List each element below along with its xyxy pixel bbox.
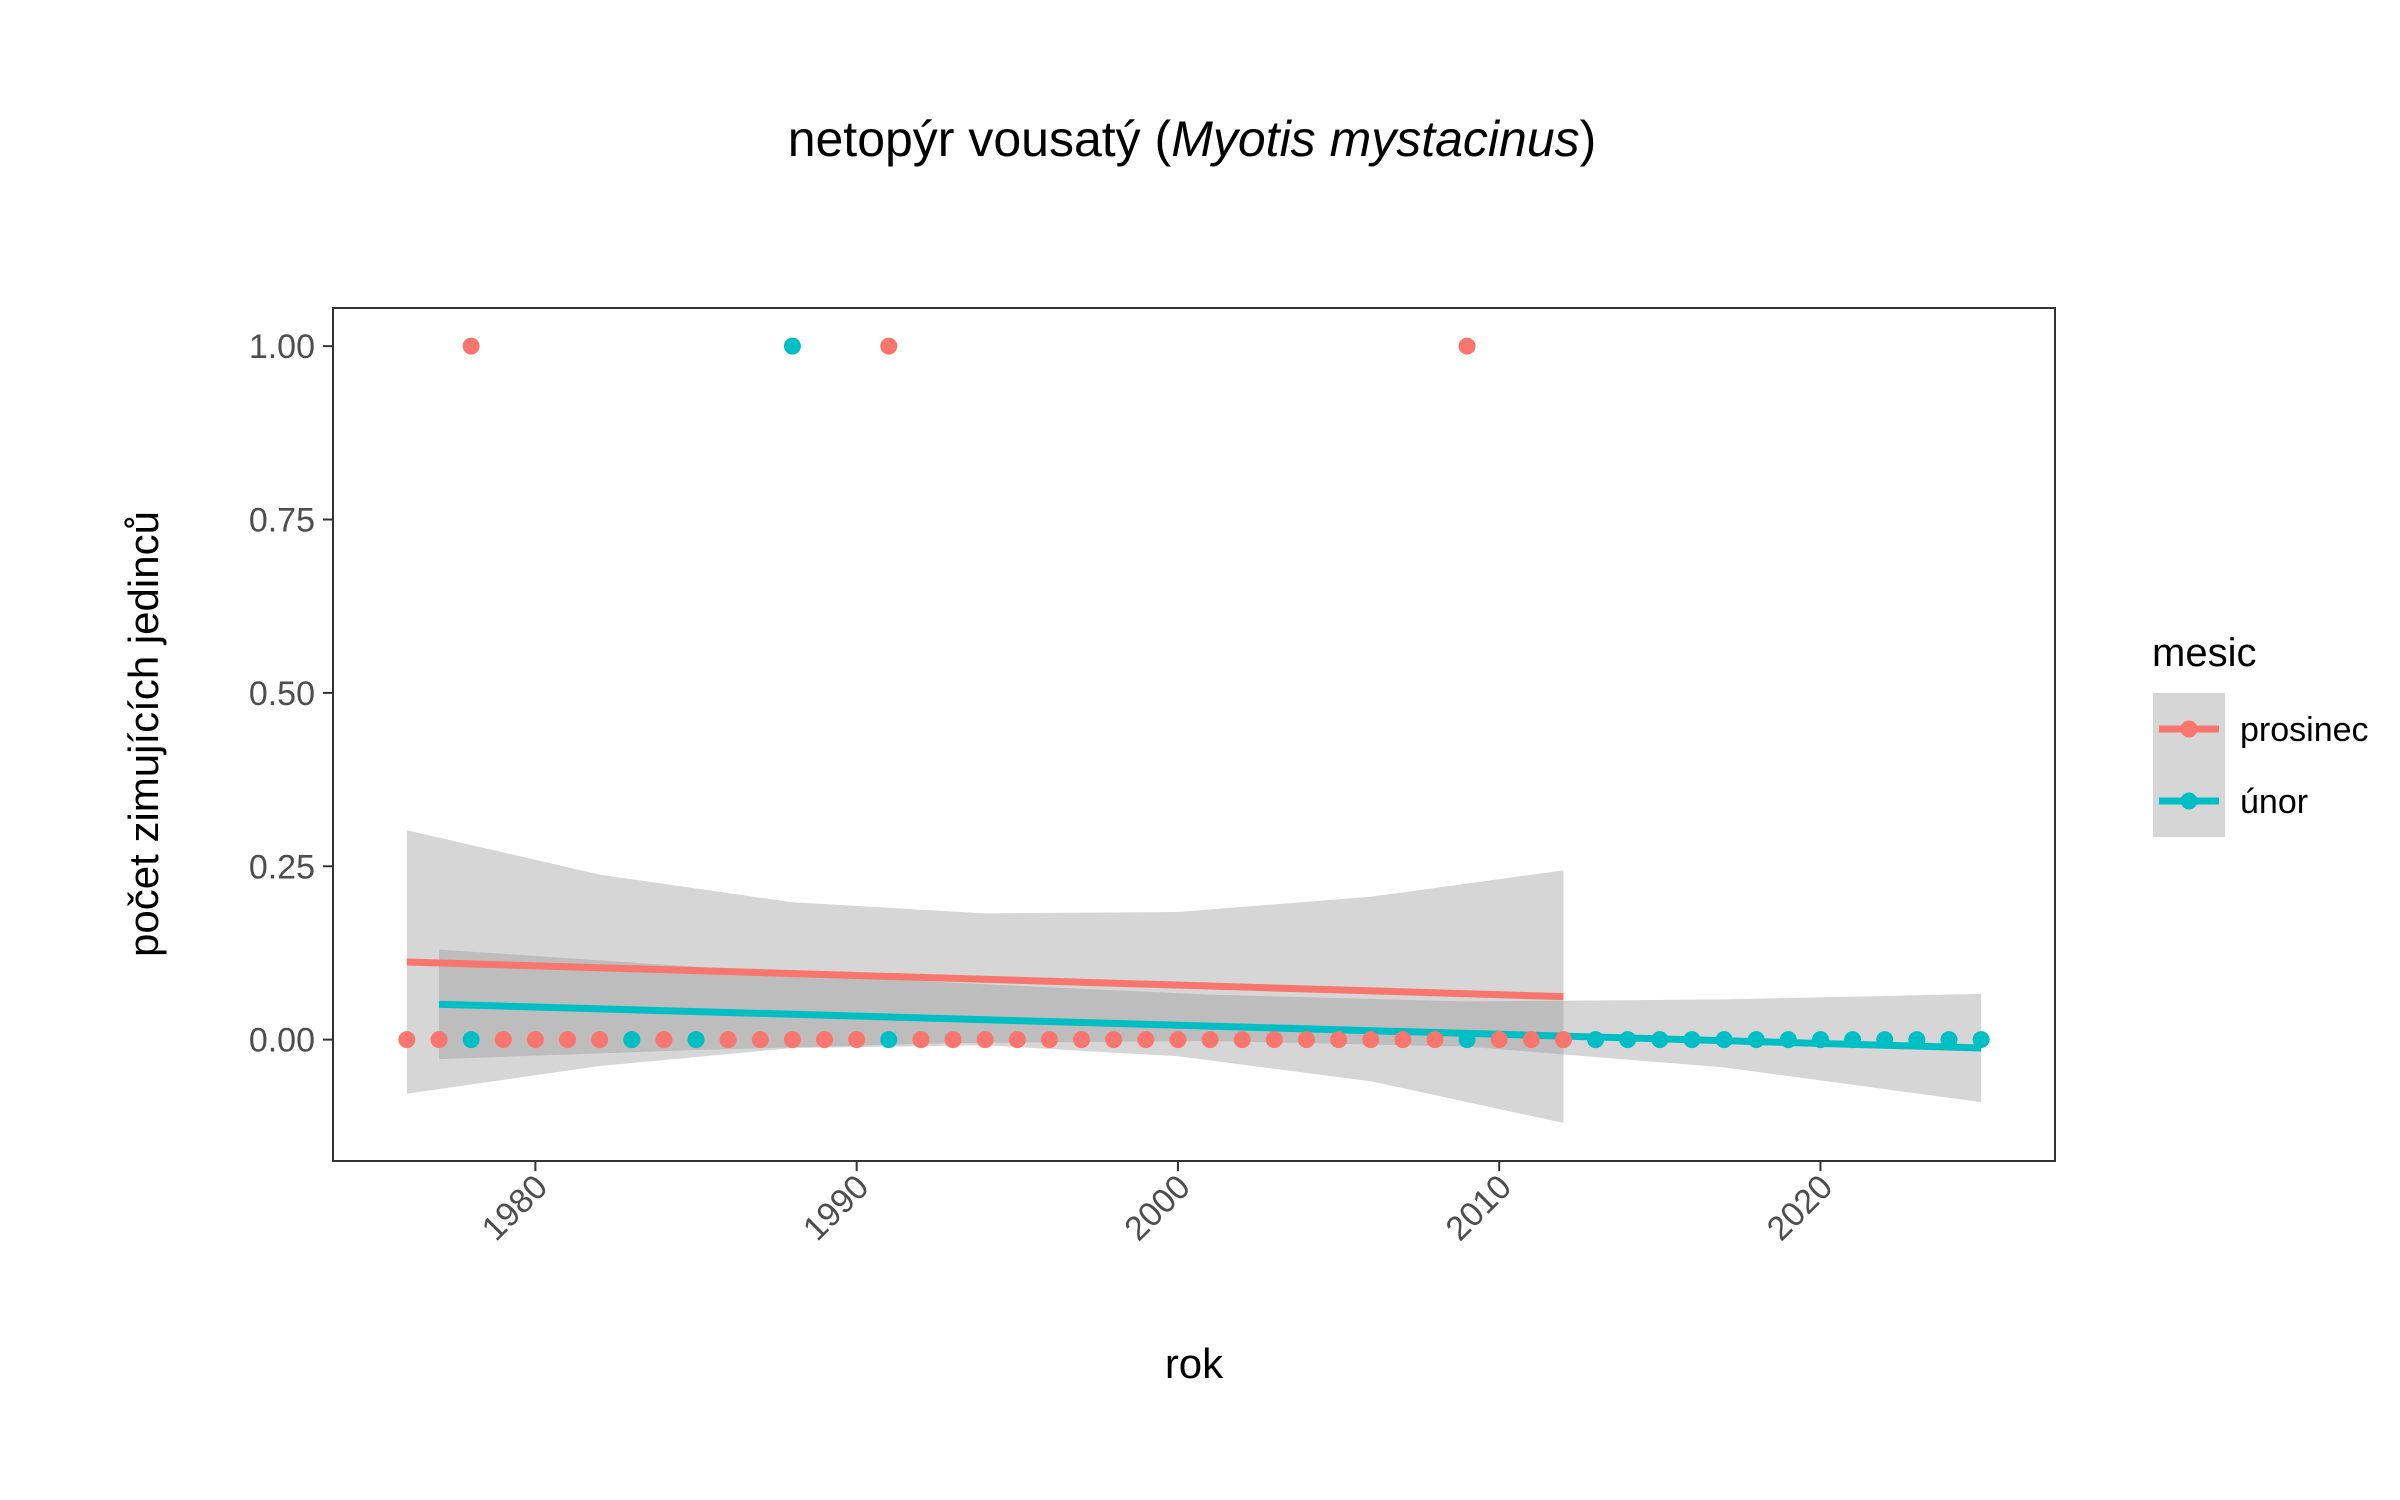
y-tick-label: 0.75	[249, 502, 315, 540]
legend-title: mesic	[2152, 631, 2256, 675]
data-point	[687, 1031, 705, 1049]
y-axis: 0.00 0.25 0.50 0.75 1.00	[249, 328, 333, 1060]
y-tick-label: 1.00	[249, 328, 315, 366]
legend-label: únor	[2240, 783, 2308, 821]
data-point	[1715, 1031, 1733, 1049]
data-point	[1587, 1031, 1605, 1049]
data-point	[623, 1031, 641, 1049]
data-point	[1233, 1031, 1251, 1049]
data-point	[1683, 1031, 1701, 1049]
data-point	[880, 337, 898, 355]
data-point	[751, 1031, 769, 1049]
data-points	[398, 337, 1990, 1049]
y-tick-label: 0.50	[249, 675, 315, 713]
data-point	[591, 1031, 609, 1049]
data-point	[494, 1031, 512, 1049]
data-point	[1458, 337, 1476, 355]
data-point	[1330, 1031, 1348, 1049]
y-tick-label: 0.00	[249, 1022, 315, 1060]
legend-key-point	[2180, 792, 2198, 810]
data-point	[1265, 1031, 1283, 1049]
x-tick-label: 2020	[1760, 1168, 1840, 1248]
data-point	[430, 1031, 448, 1049]
y-tick-label: 0.25	[249, 848, 315, 886]
chart-title: netopýr vousatý (Myotis mystacinus)	[788, 111, 1597, 167]
data-point	[848, 1031, 866, 1049]
data-point	[526, 1031, 544, 1049]
data-point	[655, 1031, 673, 1049]
x-axis-title: rok	[1165, 1340, 1224, 1387]
data-point	[1779, 1031, 1797, 1049]
data-point	[398, 1031, 416, 1049]
y-axis-title: počet zimujících jedinců	[120, 511, 167, 957]
data-point	[1137, 1031, 1155, 1049]
data-point	[783, 1031, 801, 1049]
plot-panel-border	[332, 307, 2056, 1162]
data-point	[1844, 1031, 1862, 1049]
x-axis: 1980 1990 2000 2010 2020	[475, 1161, 1840, 1248]
data-point	[1651, 1031, 1669, 1049]
data-point	[1297, 1031, 1315, 1049]
data-point	[1458, 1031, 1476, 1049]
data-point	[1394, 1031, 1412, 1049]
data-point	[462, 1031, 480, 1049]
data-point	[783, 337, 801, 355]
x-tick-label: 2000	[1117, 1168, 1197, 1248]
data-point	[1522, 1031, 1540, 1049]
data-point	[1490, 1031, 1508, 1049]
x-tick-label: 2010	[1439, 1168, 1519, 1248]
trend-line-1	[406, 958, 1564, 1001]
legend-key-point	[2180, 720, 2198, 738]
legend: mesic prosinec únor	[2152, 631, 2369, 837]
data-point	[1426, 1031, 1444, 1049]
data-point	[1105, 1031, 1123, 1049]
legend-keys: prosinec únor	[2153, 693, 2369, 837]
x-tick-label: 1990	[796, 1168, 876, 1248]
data-point	[976, 1031, 994, 1049]
data-point	[1876, 1031, 1894, 1049]
data-point	[1619, 1031, 1637, 1049]
data-point	[1362, 1031, 1380, 1049]
data-point	[880, 1031, 898, 1049]
data-point	[944, 1031, 962, 1049]
data-point	[912, 1031, 930, 1049]
data-point	[1940, 1031, 1958, 1049]
data-point	[1908, 1031, 1926, 1049]
data-point	[1972, 1031, 1990, 1049]
data-point	[462, 337, 480, 355]
data-point	[1040, 1031, 1058, 1049]
data-point	[1073, 1031, 1091, 1049]
data-point	[816, 1031, 834, 1049]
data-point	[1554, 1031, 1572, 1049]
data-point	[1169, 1031, 1187, 1049]
data-point	[1811, 1031, 1829, 1049]
legend-label: prosinec	[2240, 711, 2369, 749]
data-point	[719, 1031, 737, 1049]
data-point	[1008, 1031, 1026, 1049]
data-point	[1747, 1031, 1765, 1049]
confidence-bands	[406, 830, 1982, 1123]
data-point	[1201, 1031, 1219, 1049]
x-tick-label: 1980	[475, 1168, 555, 1248]
data-point	[559, 1031, 577, 1049]
